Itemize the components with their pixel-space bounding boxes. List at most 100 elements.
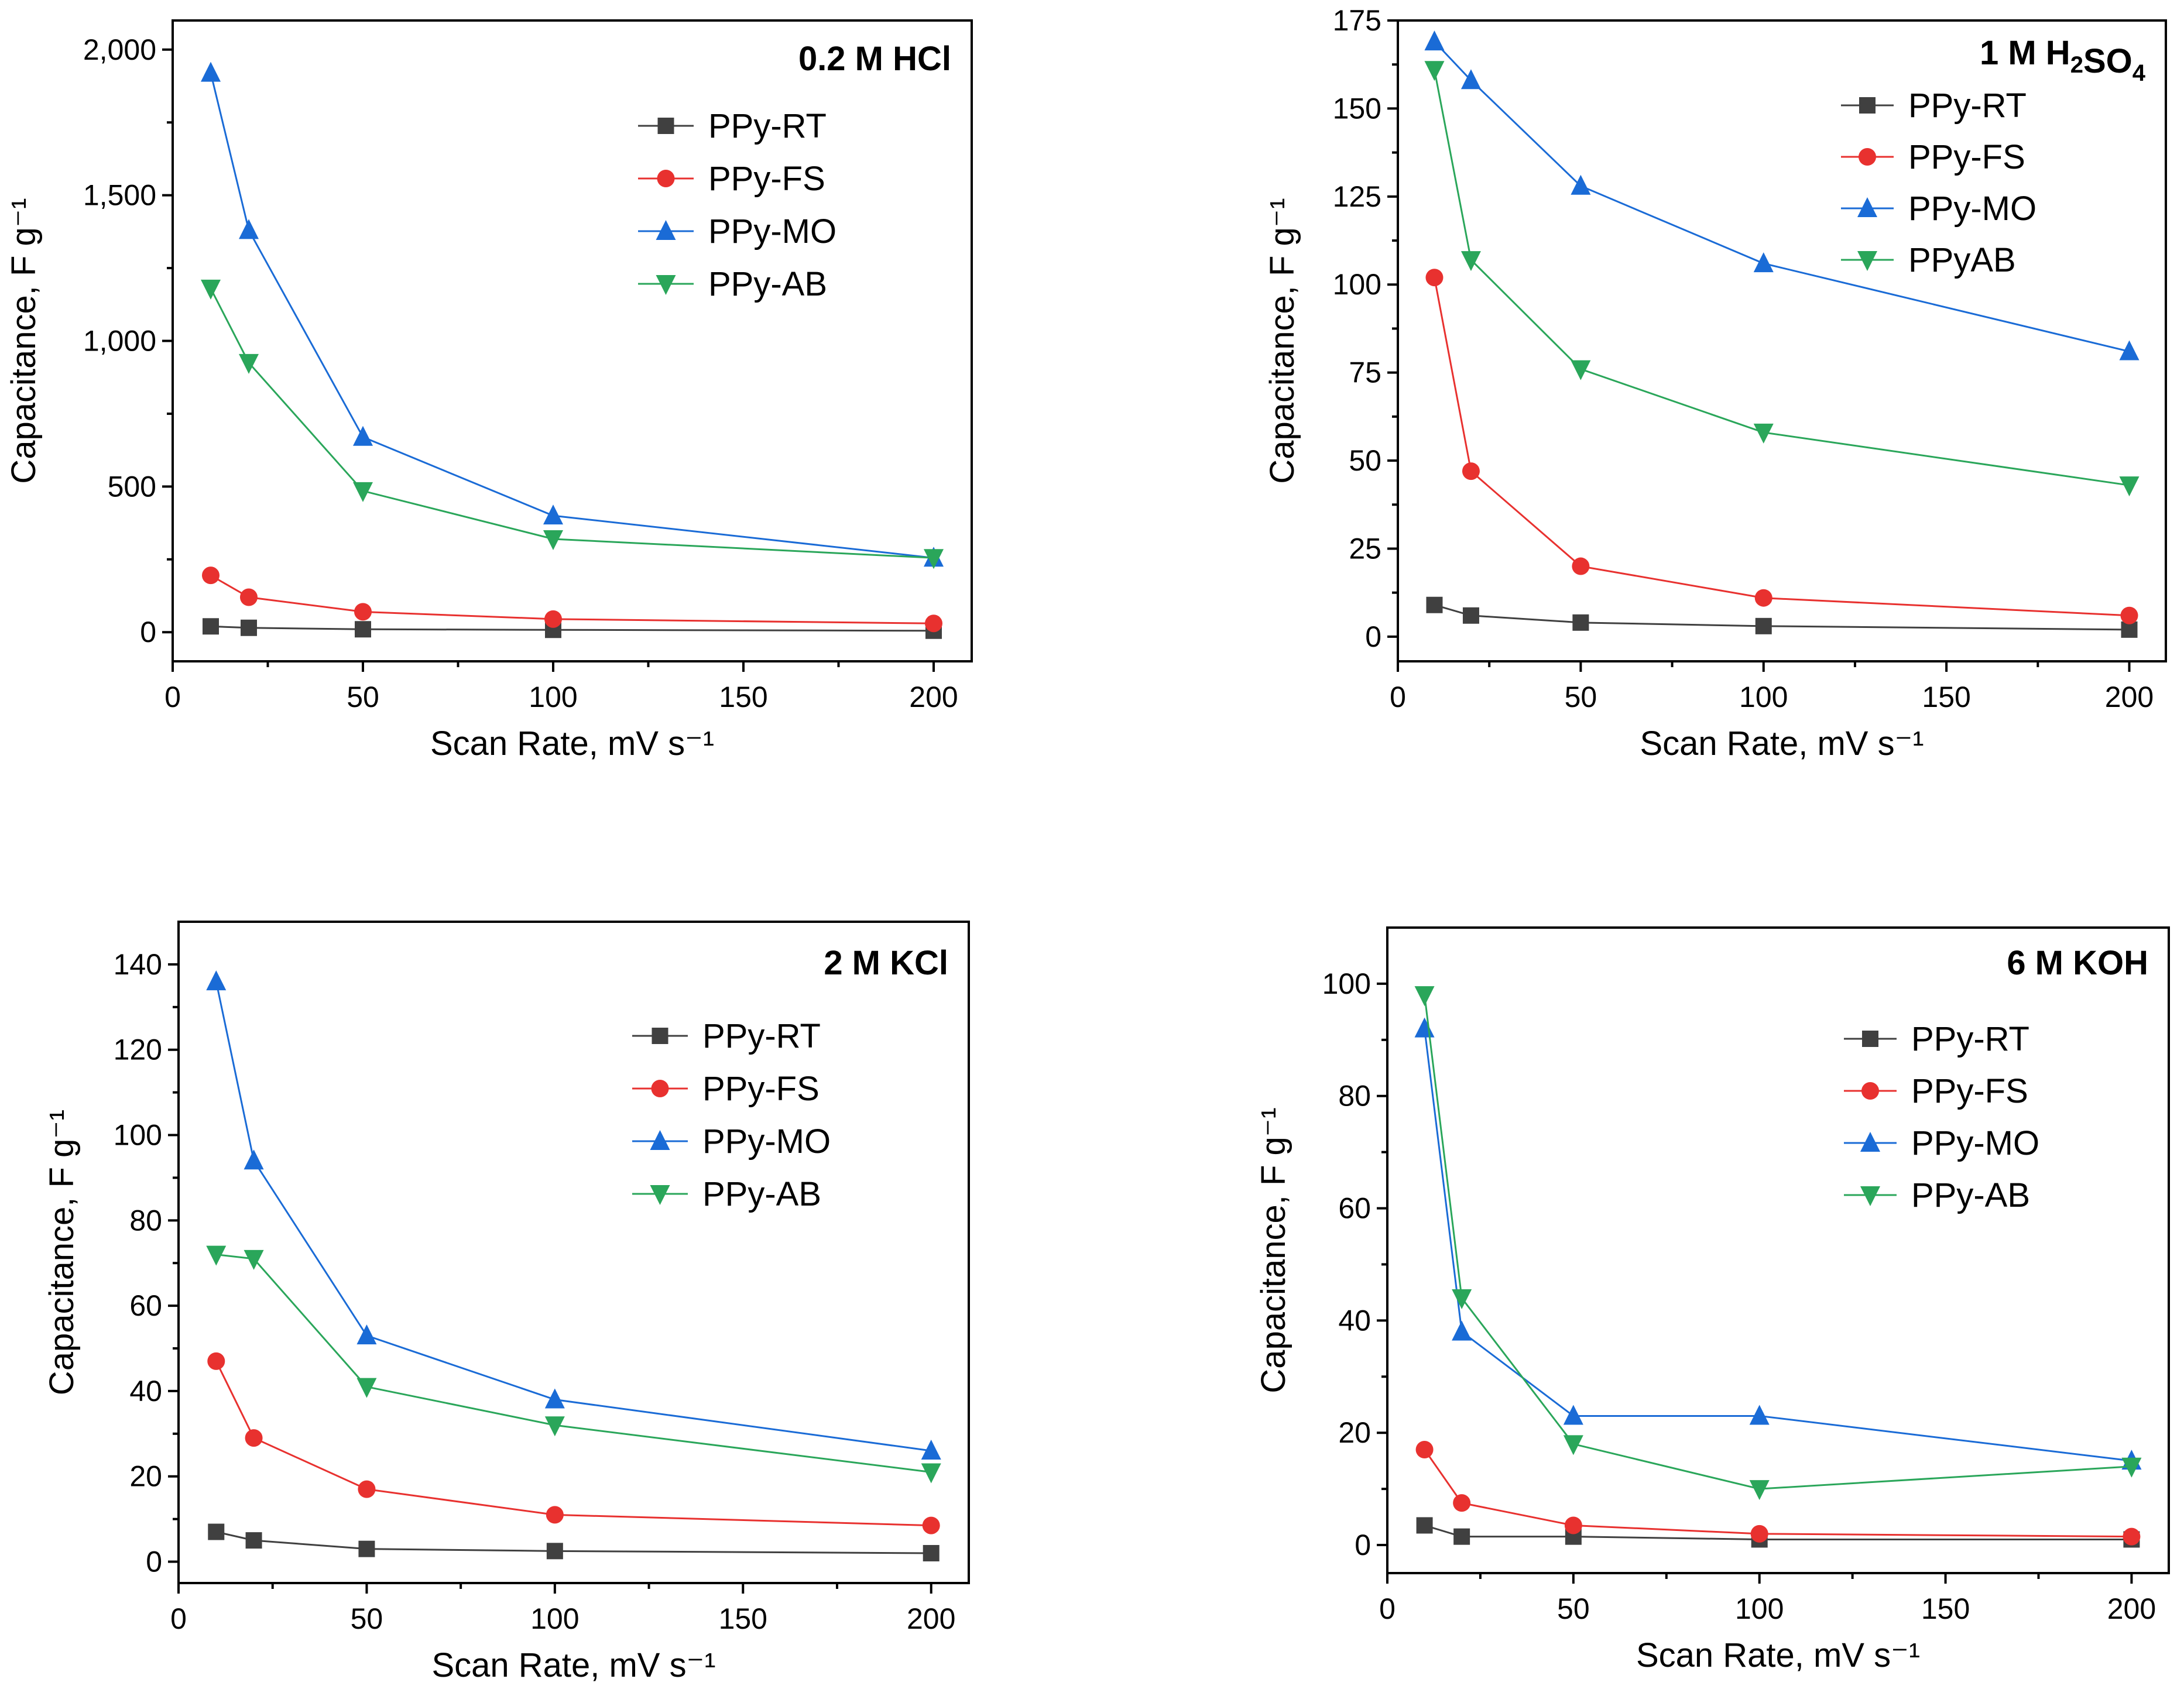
data-point-PPy-MO — [1452, 1320, 1472, 1341]
legend-marker — [1861, 1082, 1879, 1100]
y-axis-title: Capacitance, F g⁻¹ — [43, 1110, 81, 1395]
y-tick-label: 50 — [1349, 444, 1381, 477]
data-point-PPy-AB — [244, 1249, 264, 1270]
legend-label: PPy-RT — [1911, 1020, 2029, 1058]
y-tick-label: 0 — [146, 1546, 162, 1578]
legend-marker — [657, 170, 675, 187]
series-line-PPy-AB — [1424, 994, 2132, 1490]
legend-marker — [1859, 97, 1876, 114]
chart-panel-2: 0 50 100 150 200 0 25 50 75 100 125 150 175 Scan Rate… — [1263, 4, 2167, 763]
y-tick-label: 140 — [114, 948, 162, 981]
data-point-PPy-MO — [356, 1324, 377, 1345]
data-point-PPy-FS — [1453, 1494, 1471, 1512]
chart-panel-1: 0 50 100 150 200 0 500 1,000 1,500 2,000 Scan Rate… — [5, 19, 973, 763]
data-point-PPy-RT — [208, 1523, 225, 1540]
legend-marker — [650, 1185, 670, 1205]
x-tick-label: 0 — [164, 681, 181, 713]
data-point-PPy-RT — [241, 619, 257, 636]
data-point-PPy-AB — [353, 482, 373, 502]
legend-label: PPy-AB — [708, 265, 827, 303]
data-point-PPy-FS — [2123, 1527, 2141, 1546]
x-tick-label: 0 — [1390, 681, 1406, 713]
y-tick-label: 150 — [1333, 92, 1381, 125]
legend-marker — [1862, 1031, 1878, 1047]
data-point-PPyAB — [1571, 360, 1591, 380]
plot-frame — [177, 921, 970, 1584]
data-point-PPy-FS — [358, 1480, 376, 1498]
data-point-PPy-RT — [203, 618, 219, 635]
series-line-PPy-RT — [215, 1531, 931, 1554]
data-point-PPy-FS — [202, 567, 220, 585]
legend-marker — [650, 1130, 670, 1150]
series-line-PPy-RT — [1424, 1525, 2132, 1540]
series-line-PPy-FS — [210, 574, 934, 624]
data-point-PPy-AB — [544, 1416, 565, 1437]
data-point-PPy-FS — [1754, 589, 1772, 607]
data-point-PPy-MO — [353, 425, 373, 446]
legend-label: PPy-MO — [708, 212, 836, 250]
legend-label: PPy-MO — [702, 1122, 831, 1161]
x-tick-label: 50 — [351, 1602, 383, 1635]
legend-marker — [1860, 1132, 1880, 1152]
series-line-PPy-MO — [210, 73, 934, 559]
data-point-PPy-RT — [1462, 607, 1479, 624]
legend-marker — [657, 118, 674, 134]
y-tick-label: 1,500 — [83, 179, 156, 212]
data-point-PPy-RT — [358, 1540, 375, 1557]
legend-label: PPy-RT — [1908, 87, 2027, 125]
legend-label: PPy-FS — [708, 160, 825, 198]
data-point-PPy-MO — [1414, 1017, 1435, 1038]
x-tick-label: 100 — [1735, 1592, 1784, 1625]
data-point-PPy-FS — [1462, 462, 1480, 480]
legend-label: PPyAB — [1908, 241, 2016, 279]
data-point-PPy-FS — [1572, 557, 1590, 575]
y-tick-label: 60 — [1338, 1192, 1371, 1225]
x-tick-label: 150 — [1921, 1592, 1970, 1625]
y-axis-title: Capacitance, F g⁻¹ — [5, 198, 43, 483]
data-point-PPyAB — [1753, 423, 1774, 444]
legend-label: PPy-RT — [702, 1017, 821, 1055]
x-axis-title: Scan Rate, mV s⁻¹ — [1640, 725, 1924, 763]
x-tick-label: 50 — [1565, 681, 1597, 713]
y-tick-label: 0 — [1355, 1529, 1371, 1561]
y-tick-label: 60 — [129, 1289, 162, 1322]
data-point-PPy-RT — [1416, 1517, 1433, 1534]
legend-label: PPy-AB — [702, 1175, 821, 1213]
y-tick-label: 80 — [1338, 1080, 1371, 1113]
series-line-PPy-RT — [210, 625, 934, 632]
y-tick-label: 40 — [1338, 1304, 1371, 1337]
y-tick-label: 80 — [129, 1204, 162, 1237]
panel-title: 6 M KOH — [2007, 944, 2148, 982]
data-point-PPy-AB — [356, 1378, 377, 1398]
x-axis-title: Scan Rate, mV s⁻¹ — [431, 1646, 715, 1684]
data-point-PPy-AB — [239, 353, 259, 374]
data-point-PPy-RT — [546, 1543, 563, 1560]
x-tick-label: 200 — [909, 681, 958, 713]
x-tick-label: 200 — [2105, 681, 2154, 713]
data-point-PPyAB — [1460, 251, 1481, 272]
x-tick-label: 150 — [719, 1602, 767, 1635]
x-tick-label: 200 — [2107, 1592, 2156, 1625]
y-tick-label: 1,000 — [83, 325, 156, 358]
data-point-PPy-FS — [207, 1352, 225, 1370]
chart-panel-4: 0 50 100 150 200 0 20 40 60 80 100 Scan Rate, mV s⁻… — [1254, 926, 2170, 1674]
y-tick-label: 40 — [129, 1375, 162, 1407]
y-tick-label: 125 — [1333, 180, 1381, 213]
data-point-PPy-FS — [546, 1506, 564, 1524]
data-point-PPy-RT — [1453, 1528, 1470, 1545]
data-point-PPy-AB — [924, 549, 944, 569]
data-point-PPyAB — [2119, 476, 2140, 497]
y-tick-label: 0 — [140, 616, 156, 648]
legend-marker — [1860, 1186, 1880, 1206]
panel-title: 1 M H2SO4 — [1980, 34, 2146, 86]
data-point-PPy-AB — [206, 1245, 227, 1266]
y-tick-label: 75 — [1349, 356, 1381, 389]
data-point-PPy-MO — [206, 970, 227, 991]
y-tick-label: 120 — [114, 1034, 162, 1066]
data-point-PPy-RT — [923, 1544, 940, 1561]
x-tick-label: 150 — [719, 681, 767, 713]
data-point-PPy-FS — [1415, 1440, 1434, 1458]
plot-frame — [172, 19, 973, 662]
data-point-PPy-AB — [921, 1463, 941, 1484]
y-tick-label: 0 — [1365, 620, 1381, 653]
